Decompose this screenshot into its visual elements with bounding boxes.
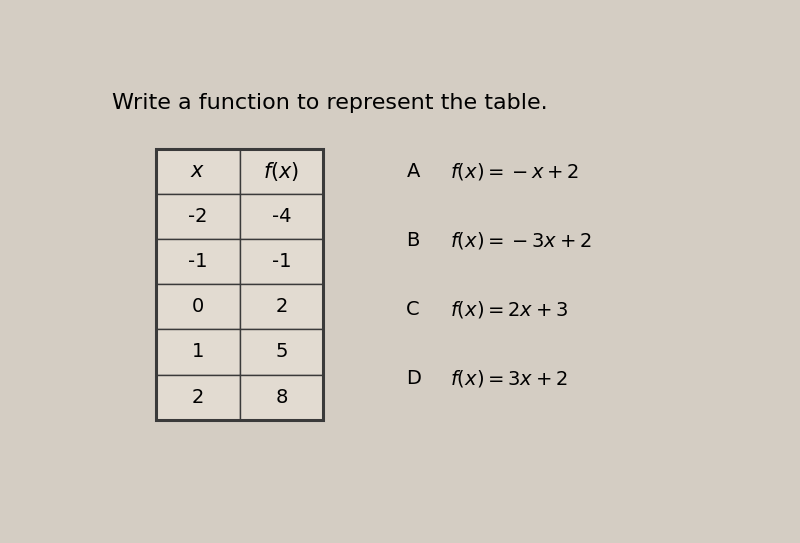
Text: $\mathit{x}$: $\mathit{x}$ — [190, 161, 205, 181]
Bar — [156, 375, 239, 420]
Bar — [239, 375, 323, 420]
Bar — [156, 149, 239, 194]
Text: -2: -2 — [188, 207, 207, 226]
Text: Write a function to represent the table.: Write a function to represent the table. — [111, 93, 547, 113]
Bar — [156, 194, 239, 239]
Text: -1: -1 — [272, 252, 291, 271]
Text: D: D — [406, 369, 421, 388]
Text: 0: 0 — [191, 298, 204, 317]
Bar — [156, 239, 239, 284]
Text: -1: -1 — [188, 252, 207, 271]
Bar — [239, 149, 323, 194]
Text: B: B — [406, 231, 420, 250]
Text: 2: 2 — [275, 298, 287, 317]
Text: $f(x) = -x + 2$: $f(x) = -x + 2$ — [450, 161, 580, 182]
Text: $f(x)$: $f(x)$ — [263, 160, 299, 183]
Bar — [239, 330, 323, 375]
Bar — [239, 239, 323, 284]
Text: $f(x) = -3x + 2$: $f(x) = -3x + 2$ — [450, 230, 592, 251]
Text: 1: 1 — [191, 343, 204, 362]
Bar — [156, 330, 239, 375]
Text: C: C — [406, 300, 420, 319]
Text: $f(x) = 3x + 2$: $f(x) = 3x + 2$ — [450, 368, 568, 389]
Text: A: A — [406, 162, 420, 181]
Text: 8: 8 — [275, 388, 287, 407]
Bar — [239, 284, 323, 330]
Text: $f(x) = 2x + 3$: $f(x) = 2x + 3$ — [450, 299, 569, 320]
Text: 5: 5 — [275, 343, 288, 362]
Bar — [156, 284, 239, 330]
Bar — [239, 194, 323, 239]
Bar — [156, 149, 323, 420]
Text: -4: -4 — [272, 207, 291, 226]
Text: 2: 2 — [191, 388, 204, 407]
